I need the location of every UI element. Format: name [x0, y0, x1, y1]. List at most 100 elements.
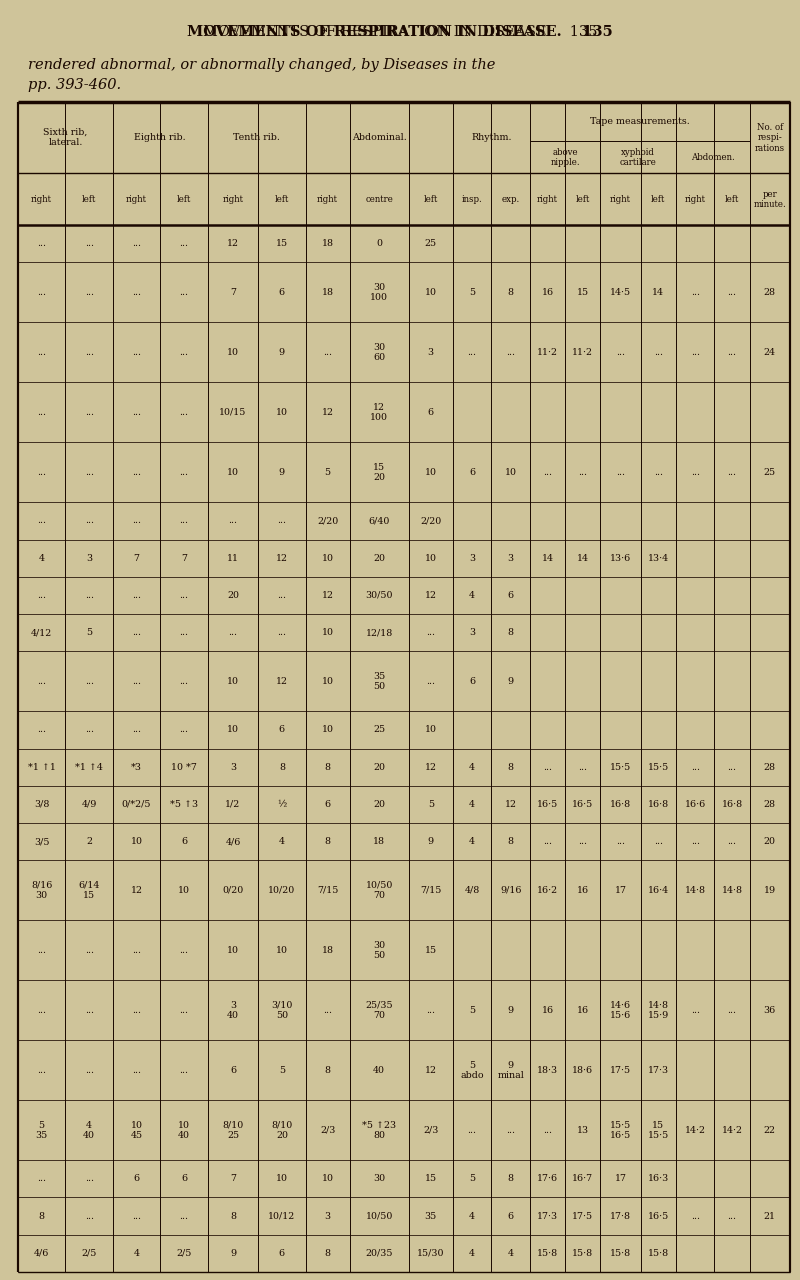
- Text: ...: ...: [426, 628, 435, 637]
- Text: 6: 6: [428, 408, 434, 417]
- Text: 40: 40: [373, 1066, 385, 1075]
- Text: 4/6: 4/6: [34, 1249, 50, 1258]
- Text: 30/50: 30/50: [366, 591, 393, 600]
- Text: ...: ...: [278, 591, 286, 600]
- Text: 28: 28: [764, 763, 776, 772]
- Text: exp.: exp.: [502, 195, 520, 204]
- Text: 12: 12: [505, 800, 517, 809]
- Text: 8/10
25: 8/10 25: [222, 1121, 243, 1139]
- Text: 12
100: 12 100: [370, 403, 388, 422]
- Text: 7: 7: [230, 288, 236, 297]
- Text: No. of
respi-
rations: No. of respi- rations: [754, 123, 785, 152]
- Text: ...: ...: [132, 288, 141, 297]
- Text: 14·8: 14·8: [685, 886, 706, 895]
- Text: 6/14
15: 6/14 15: [78, 881, 100, 900]
- Text: 16: 16: [542, 288, 554, 297]
- Text: ...: ...: [278, 516, 286, 525]
- Text: 10: 10: [505, 467, 517, 476]
- Text: ...: ...: [179, 677, 189, 686]
- Text: ...: ...: [179, 1006, 189, 1015]
- Text: 18: 18: [322, 239, 334, 248]
- Text: per
minute.: per minute.: [754, 189, 786, 209]
- Text: 25: 25: [425, 239, 437, 248]
- Text: 36: 36: [764, 1006, 776, 1015]
- Text: ...: ...: [727, 288, 737, 297]
- Text: 10/50: 10/50: [366, 1212, 393, 1221]
- Text: ...: ...: [690, 763, 700, 772]
- Text: 8/10
20: 8/10 20: [271, 1121, 293, 1139]
- Text: 25: 25: [764, 467, 776, 476]
- Text: ...: ...: [278, 628, 286, 637]
- Text: 10 *7: 10 *7: [171, 763, 197, 772]
- Text: 6: 6: [279, 726, 285, 735]
- Text: rendered abnormal, or abnormally changed, by Diseases in the: rendered abnormal, or abnormally changed…: [28, 58, 495, 72]
- Text: 18: 18: [373, 837, 385, 846]
- Text: 0/20: 0/20: [222, 886, 243, 895]
- Text: 5
abdo: 5 abdo: [460, 1061, 484, 1080]
- Text: 6: 6: [230, 1066, 236, 1075]
- Text: left: left: [575, 195, 590, 204]
- Text: 3: 3: [428, 348, 434, 357]
- Text: 10/50
70: 10/50 70: [366, 881, 393, 900]
- Text: 10
40: 10 40: [178, 1121, 190, 1139]
- Text: ...: ...: [179, 591, 189, 600]
- Text: ...: ...: [132, 591, 141, 600]
- Text: 13·4: 13·4: [648, 554, 669, 563]
- Text: 12: 12: [227, 239, 239, 248]
- Text: 4: 4: [508, 1249, 514, 1258]
- Text: ...: ...: [690, 348, 700, 357]
- Text: pp. 393-460.: pp. 393-460.: [28, 78, 121, 92]
- Text: ...: ...: [690, 1212, 700, 1221]
- Text: 17·3: 17·3: [537, 1212, 558, 1221]
- Text: ...: ...: [690, 467, 700, 476]
- Text: 9
minal: 9 minal: [498, 1061, 524, 1080]
- Text: 8: 8: [508, 763, 514, 772]
- Text: 4: 4: [469, 800, 475, 809]
- Text: 8: 8: [325, 1249, 330, 1258]
- Text: 6: 6: [181, 837, 187, 846]
- Text: 16·3: 16·3: [648, 1174, 669, 1183]
- Text: 35
50: 35 50: [373, 672, 386, 691]
- Text: ...: ...: [543, 467, 552, 476]
- Text: ...: ...: [38, 677, 46, 686]
- Text: 6: 6: [279, 1249, 285, 1258]
- Text: 12/18: 12/18: [366, 628, 393, 637]
- Text: 4: 4: [469, 837, 475, 846]
- Text: 20: 20: [373, 800, 385, 809]
- Text: 15·5: 15·5: [648, 763, 669, 772]
- Text: MOVEMENTS OF RESPIRATION IN DISEASE.    135: MOVEMENTS OF RESPIRATION IN DISEASE. 135: [202, 26, 598, 38]
- Text: right: right: [31, 195, 52, 204]
- Text: 9: 9: [508, 677, 514, 686]
- Text: ...: ...: [727, 467, 737, 476]
- Text: 4: 4: [279, 837, 285, 846]
- Text: ...: ...: [727, 348, 737, 357]
- Text: 20: 20: [373, 554, 385, 563]
- Text: ...: ...: [132, 1006, 141, 1015]
- Text: right: right: [537, 195, 558, 204]
- Text: ...: ...: [85, 1174, 94, 1183]
- Text: left: left: [274, 195, 289, 204]
- Text: above
nipple.: above nipple.: [550, 147, 580, 166]
- Text: 18·6: 18·6: [572, 1066, 594, 1075]
- Text: ...: ...: [727, 837, 737, 846]
- Text: ...: ...: [179, 628, 189, 637]
- Text: 16·5: 16·5: [537, 800, 558, 809]
- Text: 3: 3: [508, 554, 514, 563]
- Text: ...: ...: [323, 1006, 332, 1015]
- Text: 9: 9: [279, 348, 285, 357]
- Text: MOVEMENTS OF RESPIRATION IN DISEASE.    135: MOVEMENTS OF RESPIRATION IN DISEASE. 135: [187, 26, 613, 38]
- Text: ...: ...: [543, 763, 552, 772]
- Text: 10/20: 10/20: [268, 886, 295, 895]
- Text: ...: ...: [543, 837, 552, 846]
- Text: 10: 10: [276, 408, 288, 417]
- Text: ...: ...: [132, 1212, 141, 1221]
- Text: ...: ...: [179, 239, 189, 248]
- Text: 30: 30: [373, 1174, 386, 1183]
- Text: 35: 35: [425, 1212, 437, 1221]
- Text: ...: ...: [85, 1006, 94, 1015]
- Text: ...: ...: [132, 239, 141, 248]
- Text: 17·6: 17·6: [537, 1174, 558, 1183]
- Text: 10: 10: [322, 554, 334, 563]
- Text: 6: 6: [325, 800, 330, 809]
- Text: 9: 9: [230, 1249, 236, 1258]
